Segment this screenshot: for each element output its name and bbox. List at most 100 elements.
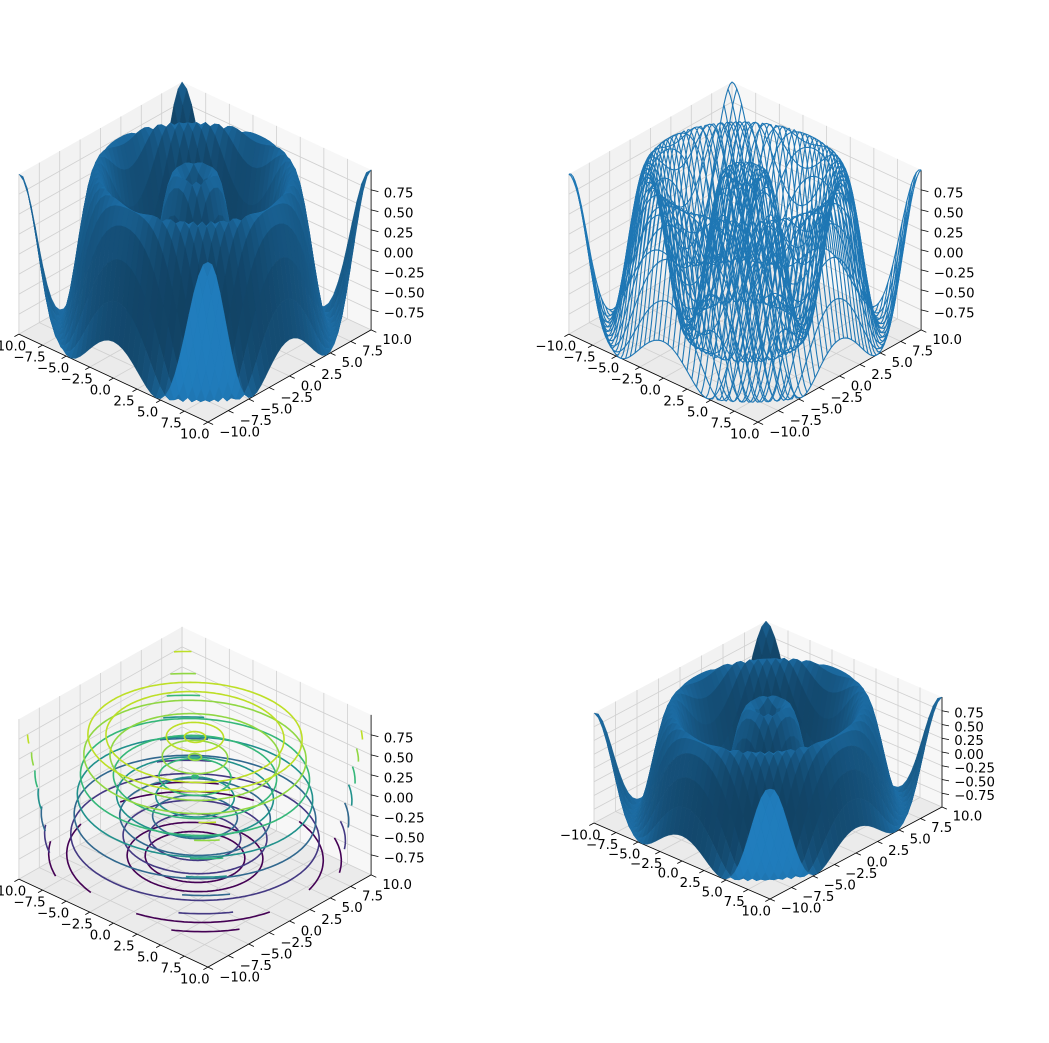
contour-line	[70, 772, 320, 902]
y-tick-label: −5.0	[260, 402, 292, 417]
tick-mark	[655, 851, 661, 855]
tick-mark	[371, 814, 379, 818]
tick-mark	[370, 874, 377, 878]
tick-labels: −10.0−7.5−5.0−2.50.02.55.07.510.0−10.0−7…	[0, 732, 425, 988]
contour-line	[34, 694, 356, 860]
tick-mark	[350, 886, 357, 890]
tick-mark	[818, 387, 825, 391]
z-tick-label: −0.50	[384, 287, 425, 302]
tick-mark	[589, 822, 595, 826]
wireframe-line	[649, 137, 841, 354]
gridline	[18, 726, 183, 820]
tick-mark	[203, 966, 209, 970]
gridline	[39, 867, 229, 956]
tick-mark	[268, 932, 275, 936]
tick-mark	[371, 774, 379, 778]
gridline	[593, 634, 767, 728]
tick-mark	[248, 943, 255, 947]
gridline	[18, 706, 183, 800]
x-tick-label: 2.5	[663, 395, 684, 410]
x-tick-label: 5.0	[137, 406, 158, 421]
tick-mark	[921, 309, 929, 313]
wireframe-line	[719, 126, 910, 325]
tick-mark	[371, 269, 379, 273]
y-tick-label: 5.0	[342, 901, 363, 916]
y-tick-label: 10.0	[932, 333, 962, 348]
x-tick-label: 2.5	[113, 395, 134, 410]
tick-mark	[14, 333, 20, 337]
tick-mark	[941, 806, 947, 810]
gridline	[18, 646, 183, 740]
tick-mark	[611, 355, 617, 359]
contour-line	[191, 774, 199, 780]
gridline	[59, 855, 249, 945]
z-tick-label: 0.25	[384, 227, 414, 242]
y-tick-label: 0.0	[301, 379, 322, 394]
z-tick-label: −0.75	[384, 852, 425, 867]
surface	[18, 81, 372, 403]
x-tick-label: −5.0	[587, 362, 619, 377]
y-tick-label: 10.0	[953, 810, 983, 825]
z-tick-label: 0.25	[384, 772, 414, 787]
z-tick-label: 0.25	[934, 227, 964, 242]
tick-mark	[248, 398, 255, 402]
x-tick-label: 10.0	[180, 973, 210, 988]
contour-line	[144, 830, 246, 884]
tick-mark	[941, 792, 950, 796]
y-tick-label: −7.5	[240, 959, 272, 974]
surface	[593, 620, 943, 882]
tick-mark	[921, 289, 929, 293]
tick-mark	[798, 398, 805, 402]
tick-mark	[941, 724, 950, 727]
contour-line	[158, 757, 232, 797]
tick-mark	[921, 209, 929, 213]
tick-mark	[179, 955, 185, 959]
x-tick-label: 10.0	[180, 428, 210, 443]
wireframe-line	[731, 81, 922, 308]
tick-mark	[753, 421, 759, 425]
x-tick-label: −7.5	[13, 896, 45, 911]
wireframe	[568, 81, 922, 403]
gridline	[181, 101, 372, 191]
z-tick-label: −0.25	[954, 762, 995, 777]
tick-mark	[564, 333, 570, 337]
contour-line	[161, 739, 229, 775]
x-tick-label: −7.5	[13, 351, 45, 366]
y-tick-label: −10.0	[769, 425, 810, 440]
tick-mark	[611, 832, 617, 836]
tick-mark	[371, 289, 379, 293]
contour-line	[109, 712, 281, 802]
tick-mark	[309, 909, 316, 913]
tick-mark	[729, 410, 735, 414]
y-tick-label: −5.0	[824, 879, 856, 894]
tick-mark	[155, 944, 161, 948]
z-tick-label: −0.75	[954, 789, 995, 804]
x-tick-label: 2.5	[113, 940, 134, 955]
wireframe-line	[670, 126, 861, 347]
contour-line	[148, 812, 242, 862]
tick-mark	[921, 269, 929, 273]
tick-mark	[371, 249, 379, 253]
tick-mark	[370, 329, 377, 333]
surface-plot-bottom-right: −10.0−7.5−5.0−2.50.02.55.07.510.0 −10.0−7…	[560, 620, 995, 920]
wireframe-line	[658, 132, 849, 349]
contour-line	[43, 759, 347, 915]
tick-mark	[658, 377, 664, 381]
x-tick-label: −2.5	[61, 918, 93, 933]
wireframe-line	[682, 123, 873, 356]
surface-facet	[765, 788, 775, 799]
surface-plot-top-left: −10.0−7.5−5.0−2.50.02.55.07.510.0−10.0−7…	[0, 81, 425, 443]
y-tick-label: −5.0	[260, 947, 292, 962]
tick-mark	[633, 841, 639, 845]
gridline	[568, 101, 733, 195]
contour-line	[87, 681, 303, 793]
tick-mark	[309, 364, 316, 368]
tick-mark	[721, 879, 727, 883]
z-tick-label: −0.25	[934, 267, 975, 282]
tick-mark	[769, 898, 775, 902]
contour-lines	[26, 650, 364, 933]
tick-labels: −10.0−7.5−5.0−2.50.02.55.07.510.0−10.0−7…	[560, 707, 995, 920]
wireframe-line	[711, 125, 902, 334]
z-tick-label: −0.50	[934, 287, 975, 302]
tick-mark	[371, 209, 379, 213]
